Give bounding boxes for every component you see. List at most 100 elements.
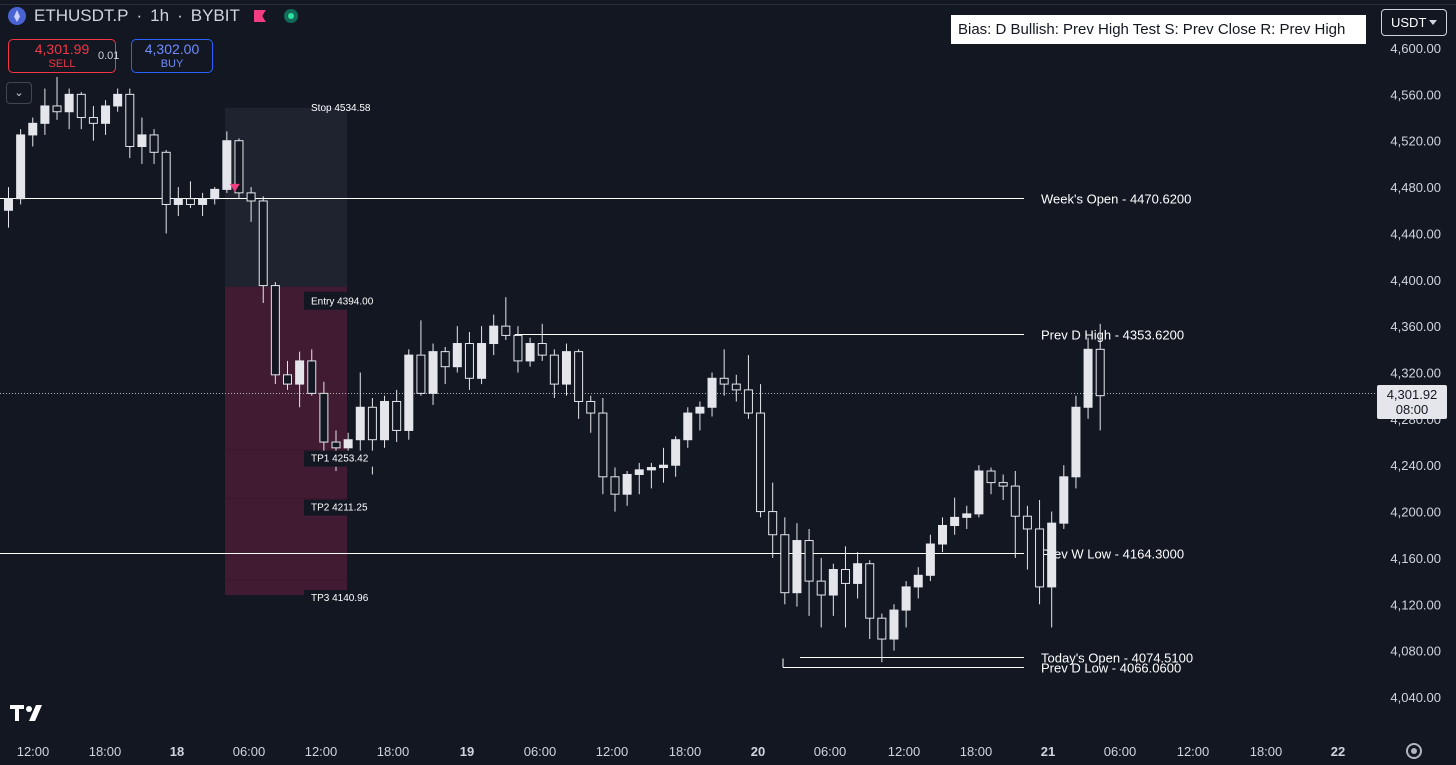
candle-body <box>865 563 875 619</box>
candle-body <box>840 569 850 584</box>
y-axis-label: 4,440.00 <box>1390 226 1441 241</box>
sell-button[interactable]: 4,301.99 SELL <box>8 39 116 73</box>
candle-body <box>792 540 802 594</box>
y-axis-label: 4,560.00 <box>1390 87 1441 102</box>
buy-price: 4,302.00 <box>144 41 200 57</box>
candle-body <box>1022 515 1032 530</box>
candle-body <box>355 406 365 441</box>
candle-body <box>816 580 826 596</box>
y-axis-label: 4,360.00 <box>1390 319 1441 334</box>
candle-body <box>1010 485 1020 517</box>
last-price-value: 4,301.92 <box>1386 387 1438 402</box>
entry-label-bg <box>304 291 384 310</box>
order-quantity[interactable]: 0.01 <box>98 50 120 62</box>
candle-body <box>986 470 996 484</box>
candle-body <box>28 122 38 136</box>
y-axis-label: 4,600.00 <box>1390 41 1441 56</box>
bias-info-box: Bias: D Bullish: Prev High Test S: Prev … <box>951 15 1366 44</box>
tp-label-bg-1 <box>304 450 384 467</box>
tp-label-3: TP3 4140.96 <box>311 593 369 604</box>
market-open-dot-icon <box>283 9 298 23</box>
header-separator: · <box>136 6 143 25</box>
tp-label-2: TP2 4211.25 <box>311 503 368 514</box>
x-axis-label: 18:00 <box>669 744 702 759</box>
candle-body <box>598 412 608 478</box>
flag-icon[interactable] <box>253 10 266 22</box>
x-axis-label: 18:00 <box>960 744 993 759</box>
candle-body <box>52 105 62 113</box>
candle-body <box>282 374 292 385</box>
candle-body <box>40 105 50 124</box>
candle-body <box>173 198 183 205</box>
candle-body <box>76 93 86 119</box>
candle-body <box>950 516 960 526</box>
candle-body <box>634 469 644 475</box>
y-axis-label: 4,480.00 <box>1390 180 1441 195</box>
tradingview-logo[interactable] <box>10 703 46 721</box>
candle-body <box>695 406 705 414</box>
x-axis-label: 18:00 <box>377 744 410 759</box>
stop-zone <box>225 107 347 287</box>
candle-body <box>998 482 1008 487</box>
candle-body <box>828 569 838 596</box>
symbol-name[interactable]: ETHUSDT.P <box>34 6 129 25</box>
candle-body <box>428 351 438 394</box>
currency-select[interactable]: USDT <box>1381 9 1447 36</box>
y-axis-label: 4,040.00 <box>1390 690 1441 705</box>
candle-body <box>756 412 766 513</box>
y-axis-label: 4,240.00 <box>1390 458 1441 473</box>
candle-body <box>101 105 111 124</box>
x-axis-label: 18 <box>170 744 184 759</box>
level-label-5: Prev D Low - 4066.0600 <box>1041 661 1181 676</box>
candle-body <box>477 343 487 379</box>
x-axis-label: 18:00 <box>1250 744 1283 759</box>
candle-body <box>4 198 13 211</box>
buy-button[interactable]: 4,302.00 BUY <box>131 39 213 73</box>
x-axis-label: 20 <box>751 744 765 759</box>
x-axis-label: 06:00 <box>1104 744 1137 759</box>
settings-gear-icon[interactable] <box>1406 743 1422 759</box>
x-axis-label: 12:00 <box>596 744 629 759</box>
candle-body <box>137 134 147 148</box>
x-axis-label: 12:00 <box>305 744 338 759</box>
candle-body <box>586 400 596 414</box>
candle-body <box>367 406 377 441</box>
y-axis-label: 4,320.00 <box>1390 366 1441 381</box>
y-axis-label: 4,160.00 <box>1390 551 1441 566</box>
header-separator-2: · <box>177 6 183 25</box>
candle-body <box>549 354 559 385</box>
exchange-label: BYBIT <box>190 6 240 25</box>
candle-body <box>343 439 353 449</box>
x-axis-label: 12:00 <box>888 744 921 759</box>
interval-label[interactable]: 1h <box>150 6 170 25</box>
entry-label: Entry 4394.00 <box>311 297 374 308</box>
chart-header: ETHUSDT.P · 1h · BYBIT <box>8 6 298 26</box>
candle-body <box>659 464 669 469</box>
level-label-1: Week's Open - 4470.6200 <box>1041 192 1191 207</box>
candle-body <box>610 476 620 495</box>
candle-body <box>161 151 171 205</box>
candle-body <box>925 543 935 576</box>
candle-body <box>622 473 632 495</box>
candle-body <box>125 93 135 148</box>
candle-body <box>889 609 899 640</box>
candle-body <box>392 400 402 431</box>
x-axis-label: 12:00 <box>1177 744 1210 759</box>
x-axis-label: 06:00 <box>814 744 847 759</box>
y-axis-label: 4,080.00 <box>1390 644 1441 659</box>
candle-body <box>88 117 98 124</box>
tp-label-bg-3 <box>304 589 384 606</box>
candle-body <box>1083 348 1093 408</box>
x-axis-label: 21 <box>1041 744 1055 759</box>
chevron-down-icon[interactable]: ⌄ <box>6 82 32 104</box>
candle-body <box>1071 406 1081 478</box>
y-axis-label: 4,520.00 <box>1390 134 1441 149</box>
candle-body <box>1059 476 1069 524</box>
candle-body <box>16 134 26 200</box>
candle-body <box>185 198 195 205</box>
candle-body <box>901 586 911 611</box>
stop-label: Stop 4534.58 <box>311 103 371 114</box>
candle-body <box>525 343 535 362</box>
candle-body <box>222 140 232 190</box>
